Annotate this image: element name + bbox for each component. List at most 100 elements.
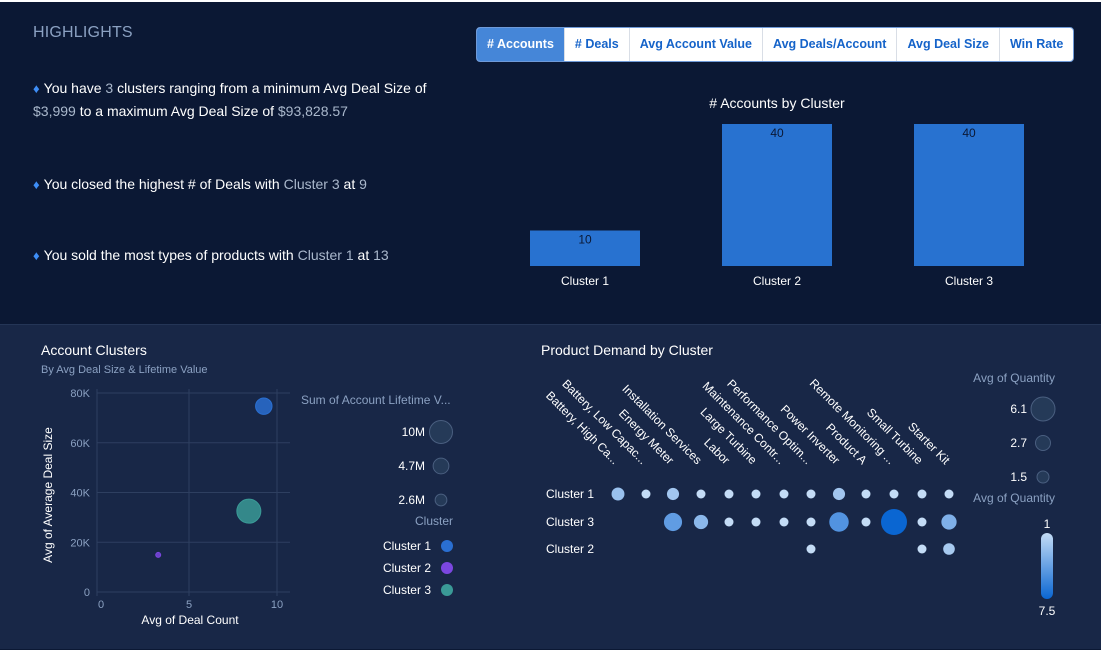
x-tick-label: 10 xyxy=(271,599,283,611)
legend-swatch-cluster-2 xyxy=(441,562,453,574)
diamond-bullet-icon: ♦ xyxy=(33,81,40,96)
highlight-text: You have xyxy=(43,80,106,96)
y-axis-title: Avg of Average Deal Size xyxy=(41,427,55,563)
scatter-point-cluster-1 xyxy=(255,397,273,415)
legend-swatch-cluster-3 xyxy=(441,584,453,596)
highlight-text: to a maximum Avg Deal Size of xyxy=(75,103,278,119)
tab-win-rate[interactable]: Win Rate xyxy=(998,28,1073,61)
highlight-text: at xyxy=(353,247,374,263)
bar-category-label: Cluster 1 xyxy=(561,274,609,288)
bar-1 xyxy=(530,230,640,266)
size-legend-label: 10M xyxy=(402,425,425,439)
bar-category-label: Cluster 2 xyxy=(753,274,801,288)
quantity-size-legend-label: 1.5 xyxy=(1010,470,1027,484)
bar-value-label: 40 xyxy=(770,126,784,140)
x-tick-label: 0 xyxy=(98,599,104,611)
demand-dot xyxy=(641,489,651,499)
demand-dot xyxy=(917,517,927,527)
demand-dot xyxy=(724,517,734,527)
quantity-size-legend-circle xyxy=(1035,435,1051,451)
demand-dot xyxy=(917,544,927,554)
demand-dot xyxy=(941,514,957,530)
highlight-value: $93,828.57 xyxy=(277,103,348,119)
highlight-value: 3 xyxy=(105,80,114,96)
bar-value-label: 10 xyxy=(578,233,592,247)
demand-dot xyxy=(861,489,871,499)
highlights-title: HIGHLIGHTS xyxy=(33,24,133,41)
y-tick-label: 60K xyxy=(70,438,90,450)
highlight-value: 13 xyxy=(373,247,389,263)
demand-dot xyxy=(829,512,849,532)
quantity-size-legend-title: Avg of Quantity xyxy=(973,371,1055,385)
row-label: Cluster 1 xyxy=(546,487,594,501)
highlight-text: You sold the most types of products with xyxy=(43,247,298,263)
demand-dot xyxy=(806,544,816,554)
account-clusters-title: Account Clusters xyxy=(41,342,147,358)
demand-dot xyxy=(806,517,816,527)
size-legend-label: 4.7M xyxy=(398,459,425,473)
diamond-bullet-icon: ♦ xyxy=(33,248,40,263)
account-clusters-chart: 0 20K 40K 60K 80K 0 5 10 Avg of Deal Count Avg of… xyxy=(41,388,453,627)
highlights-panel: HIGHLIGHTS ♦ You have 3 clusters ranging … xyxy=(0,0,1101,324)
demand-dot xyxy=(751,517,761,527)
color-gradient-bar xyxy=(1041,533,1053,599)
demand-dot xyxy=(806,489,816,499)
demand-dot xyxy=(696,489,706,499)
bar-category-label: Cluster 3 xyxy=(945,274,993,288)
row-label: Cluster 2 xyxy=(546,542,594,556)
scatter-point-cluster-2 xyxy=(155,551,162,558)
demand-dot xyxy=(917,489,927,499)
quantity-color-legend-title: Avg of Quantity xyxy=(973,491,1055,505)
product-demand-title: Product Demand by Cluster xyxy=(541,342,713,358)
color-legend-min-label: 1 xyxy=(1044,517,1051,531)
product-demand-chart: Battery, High Ca...Battery, Low Capac...… xyxy=(543,371,1056,618)
size-legend-title: Sum of Account Lifetime V... xyxy=(301,393,451,407)
highlight-text: at xyxy=(339,176,360,192)
y-tick-label: 0 xyxy=(84,587,90,599)
quantity-size-legend-label: 2.7 xyxy=(1010,436,1027,450)
highlight-clusters-range: ♦ You have 3 clusters ranging from a mini… xyxy=(33,77,433,122)
account-clusters-subtitle: By Avg Deal Size & Lifetime Value xyxy=(41,364,208,376)
color-legend-title: Cluster xyxy=(415,514,453,528)
tab-avg-account-value[interactable]: Avg Account Value xyxy=(628,28,762,61)
tab-accounts[interactable]: # Accounts xyxy=(477,28,564,61)
bar-chart-title: # Accounts by Cluster xyxy=(709,95,845,111)
demand-dot xyxy=(611,487,625,501)
highlight-value: Cluster 3 xyxy=(283,176,340,192)
quantity-size-legend-label: 6.1 xyxy=(1010,402,1027,416)
demand-dot xyxy=(943,543,955,555)
demand-dot xyxy=(889,489,899,499)
scatter-point-cluster-3 xyxy=(236,498,262,524)
clusters-panel: Account Clusters By Avg Deal Size & Life… xyxy=(0,324,1101,649)
demand-dot xyxy=(751,489,761,499)
highlight-text: clusters ranging from a minimum Avg Deal… xyxy=(113,80,427,96)
highlight-text: You closed the highest # of Deals with xyxy=(43,176,284,192)
demand-dot xyxy=(666,487,680,501)
demand-dot xyxy=(779,489,789,499)
demand-dot xyxy=(861,517,871,527)
demand-dot xyxy=(832,487,846,501)
quantity-size-legend-circle xyxy=(1030,396,1056,422)
accounts-by-cluster-chart: # Accounts by Cluster 10 Cluster 1 40 Clust… xyxy=(530,95,1024,288)
legend-label: Cluster 2 xyxy=(383,561,431,575)
y-tick-label: 40K xyxy=(70,488,90,500)
quantity-size-legend-circle xyxy=(1036,470,1050,484)
highlight-most-products: ♦ You sold the most types of products wit… xyxy=(33,244,433,267)
bar-2 xyxy=(722,124,832,266)
size-legend-circle xyxy=(432,457,450,475)
demand-dot xyxy=(724,489,734,499)
y-tick-label: 20K xyxy=(70,537,90,549)
metric-tabs: # Accounts # Deals Avg Account Value Avg De… xyxy=(476,27,1075,62)
legend-label: Cluster 1 xyxy=(383,539,431,553)
color-legend-max-label: 7.5 xyxy=(1039,604,1056,618)
highlight-value: 9 xyxy=(359,176,367,192)
tab-deals[interactable]: # Deals xyxy=(563,28,629,61)
tab-avg-deals-account[interactable]: Avg Deals/Account xyxy=(762,28,896,61)
y-tick-label: 80K xyxy=(70,388,90,400)
size-legend-label: 2.6M xyxy=(398,493,425,507)
highlight-most-deals: ♦ You closed the highest # of Deals with … xyxy=(33,173,433,196)
tab-avg-deal-size[interactable]: Avg Deal Size xyxy=(896,28,999,61)
legend-swatch-cluster-1 xyxy=(441,540,453,552)
highlight-value: Cluster 1 xyxy=(297,247,354,263)
x-axis-title: Avg of Deal Count xyxy=(141,613,239,627)
